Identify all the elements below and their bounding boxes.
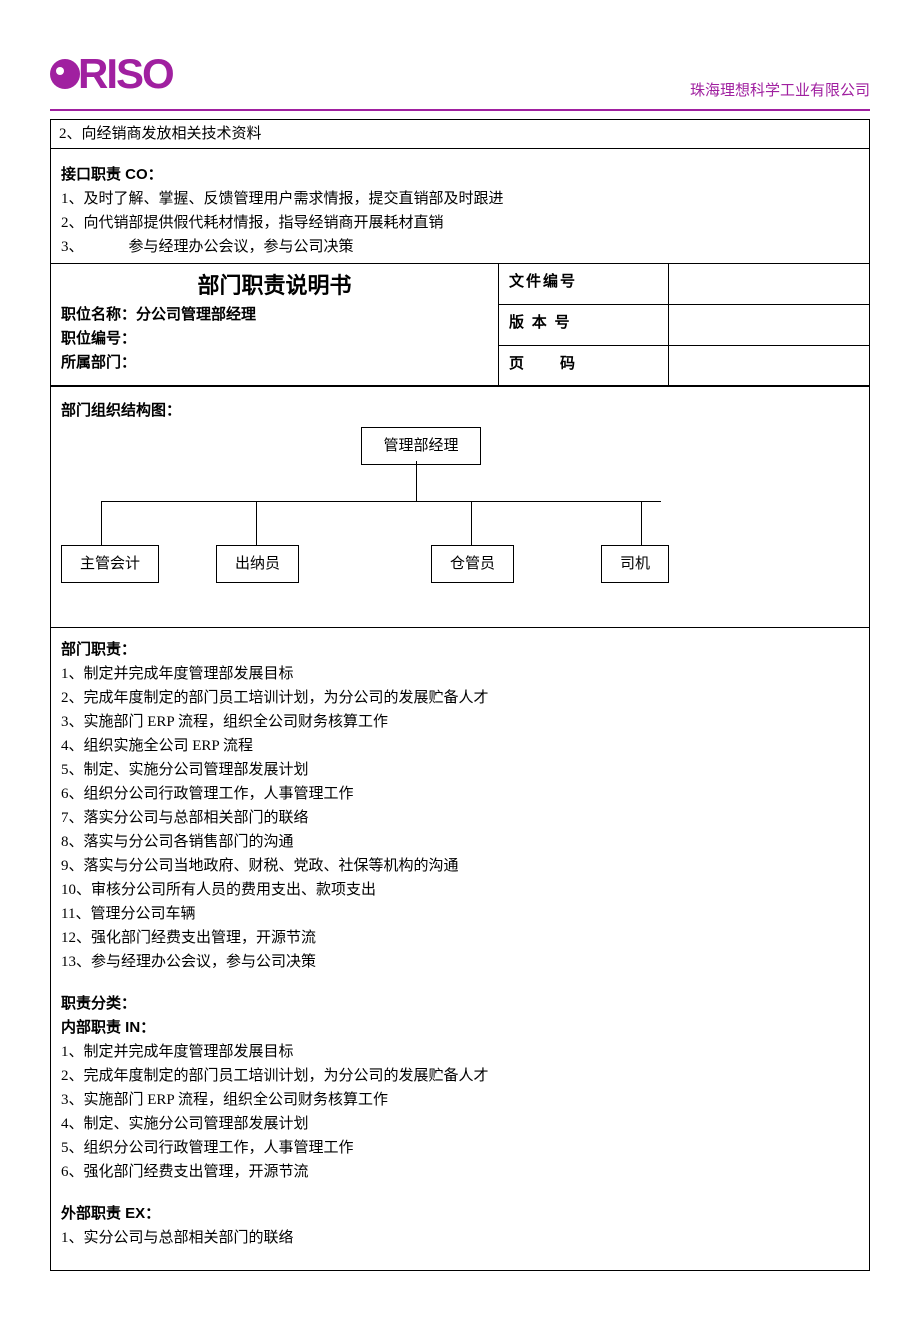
interface-item: 1、及时了解、掌握、反馈管理用户需求情报，提交直销部及时跟进 <box>61 187 859 211</box>
list-item: 6、组织分公司行政管理工作，人事管理工作 <box>61 782 859 806</box>
list-item: 13、参与经理办公会议，参与公司决策 <box>61 950 859 974</box>
body-section: 部门职责： 1、制定并完成年度管理部发展目标2、完成年度制定的部门员工培训计划，… <box>51 628 869 1270</box>
interface-item: 3、 参与经理办公会议，参与公司决策 <box>61 235 859 259</box>
list-item: 6、强化部门经费支出管理，开源节流 <box>61 1160 859 1184</box>
org-connector <box>101 501 661 502</box>
ex-title: 外部职责 EX： <box>61 1202 859 1226</box>
meta-value <box>669 346 869 386</box>
meta-row: 版 本 号 <box>499 305 869 346</box>
list-item: 9、落实与分公司当地政府、财税、党政、社保等机构的沟通 <box>61 854 859 878</box>
org-connector <box>416 461 417 501</box>
list-item: 1、制定并完成年度管理部发展目标 <box>61 662 859 686</box>
list-item: 5、制定、实施分公司管理部发展计划 <box>61 758 859 782</box>
ex-list: 1、实分公司与总部相关部门的联络 <box>61 1226 859 1250</box>
position-row: 职位名称：分公司管理部经理 <box>61 303 488 327</box>
list-item: 10、审核分公司所有人员的费用支出、款项支出 <box>61 878 859 902</box>
in-list: 1、制定并完成年度管理部发展目标2、完成年度制定的部门员工培训计划，为分公司的发… <box>61 1040 859 1184</box>
meta-label: 页 码 <box>499 346 669 386</box>
dept-row: 所属部门： <box>61 351 488 375</box>
in-title: 内部职责 IN： <box>61 1016 859 1040</box>
org-connector <box>471 501 472 545</box>
org-node: 主管会计 <box>61 545 159 583</box>
position-value: 分公司管理部经理 <box>136 307 256 323</box>
list-item: 1、制定并完成年度管理部发展目标 <box>61 1040 859 1064</box>
list-item: 12、强化部门经费支出管理，开源节流 <box>61 926 859 950</box>
list-item: 5、组织分公司行政管理工作，人事管理工作 <box>61 1136 859 1160</box>
org-chart: 管理部经理主管会计 出纳员 仓管员 司机 <box>61 427 859 607</box>
interface-item: 2、向代销部提供假代耗材情报，指导经销商开展耗材直销 <box>61 211 859 235</box>
list-item: 8、落实与分公司各销售部门的沟通 <box>61 830 859 854</box>
interface-title: 接口职责 CO： <box>61 163 859 187</box>
logo-mark-icon <box>50 59 80 89</box>
position-label: 职位名称： <box>61 307 136 323</box>
page-header: RISO 珠海理想科学工业有限公司 <box>50 40 870 111</box>
meta-value <box>669 264 869 304</box>
prior-item-row: 2、向经销商发放相关技术资料 <box>51 120 869 149</box>
meta-row: 页 码 <box>499 346 869 386</box>
form-left-cell: 部门职责说明书 职位名称：分公司管理部经理 职位编号： 所属部门： <box>51 264 499 385</box>
list-item: 11、管理分公司车辆 <box>61 902 859 926</box>
list-item: 2、完成年度制定的部门员工培训计划，为分公司的发展贮备人才 <box>61 1064 859 1088</box>
logo-text: RISO <box>78 40 173 107</box>
org-connector <box>101 501 102 545</box>
org-chart-title: 部门组织结构图： <box>61 399 859 423</box>
list-item: 7、落实分公司与总部相关部门的联络 <box>61 806 859 830</box>
doc-title: 部门职责说明书 <box>61 268 488 303</box>
meta-value <box>669 305 869 345</box>
meta-label: 版 本 号 <box>499 305 669 345</box>
org-node: 管理部经理 <box>361 427 481 465</box>
category-title: 职责分类： <box>61 992 859 1016</box>
document-frame: 2、向经销商发放相关技术资料 接口职责 CO： 1、及时了解、掌握、反馈管理用户… <box>50 119 870 1271</box>
prior-item-text: 2、向经销商发放相关技术资料 <box>59 126 262 142</box>
list-item: 3、实施部门 ERP 流程，组织全公司财务核算工作 <box>61 1088 859 1112</box>
duties-title: 部门职责： <box>61 638 859 662</box>
list-item: 3、实施部门 ERP 流程，组织全公司财务核算工作 <box>61 710 859 734</box>
company-name: 珠海理想科学工业有限公司 <box>690 79 870 107</box>
list-item: 4、组织实施全公司 ERP 流程 <box>61 734 859 758</box>
org-chart-section: 部门组织结构图： 管理部经理主管会计 出纳员 仓管员 司机 <box>51 387 869 628</box>
interface-section: 接口职责 CO： 1、及时了解、掌握、反馈管理用户需求情报，提交直销部及时跟进 … <box>51 149 869 387</box>
org-node: 仓管员 <box>431 545 514 583</box>
duties-list: 1、制定并完成年度管理部发展目标2、完成年度制定的部门员工培训计划，为分公司的发… <box>61 662 859 974</box>
list-item: 4、制定、实施分公司管理部发展计划 <box>61 1112 859 1136</box>
logo: RISO <box>50 40 173 107</box>
org-node: 出纳员 <box>216 545 299 583</box>
meta-row: 文件编号 <box>499 264 869 305</box>
meta-label: 文件编号 <box>499 264 669 304</box>
org-connector <box>641 501 642 545</box>
code-row: 职位编号： <box>61 327 488 351</box>
org-node: 司机 <box>601 545 669 583</box>
list-item: 1、实分公司与总部相关部门的联络 <box>61 1226 859 1250</box>
org-connector <box>256 501 257 545</box>
form-right-cell: 文件编号 版 本 号 页 码 <box>499 264 869 385</box>
list-item: 2、完成年度制定的部门员工培训计划，为分公司的发展贮备人才 <box>61 686 859 710</box>
